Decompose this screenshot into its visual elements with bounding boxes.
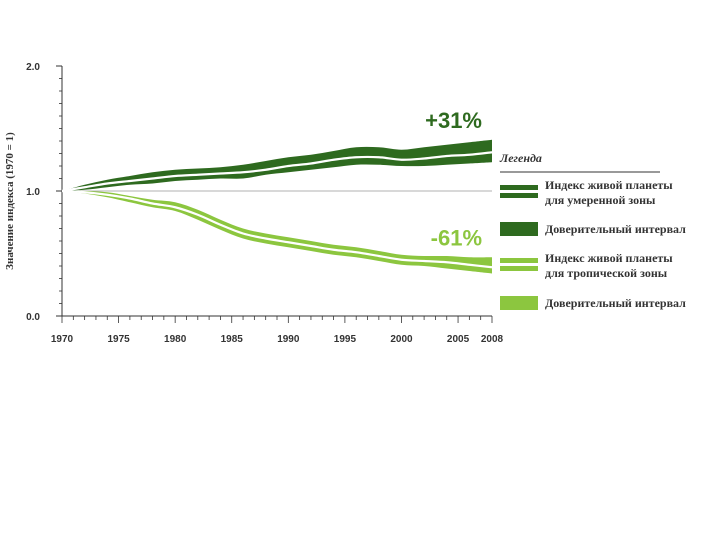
legend-item-3-label: Индекс живой планеты [545, 251, 673, 265]
x-tick-label: 2005 [447, 334, 470, 345]
y-axis-label: Значение индекса (1970 = 1) [4, 132, 16, 270]
x-tick-label: 1975 [107, 334, 130, 345]
legend-item-2-label: Доверительный интервал [545, 222, 686, 236]
index-line-temperate [61, 151, 493, 193]
legend-title: Легенда [499, 151, 542, 165]
ci-band-temperate [62, 139, 492, 191]
y-tick-label: 2.0 [26, 62, 40, 73]
x-tick-label: 1980 [164, 334, 187, 345]
legend-item-1-label: для умеренной зоны [545, 193, 656, 207]
legend-item-4-label: Доверительный интервал [545, 296, 686, 310]
legend-item-3-label: для тропической зоны [545, 266, 668, 280]
plot-area [61, 139, 493, 274]
annotations: +31% -61% [425, 108, 482, 251]
y-tick-label: 1.0 [26, 187, 40, 198]
index-line-tropical [61, 189, 493, 269]
legend-item-1-label: Индекс живой планеты [545, 178, 673, 192]
legend-item-3-swatch-top [500, 258, 538, 263]
legend-item-2-swatch [500, 222, 538, 236]
x-tick-label: 2008 [481, 334, 504, 345]
y-tick-label: 0.0 [26, 312, 40, 323]
axes: 0.0 1.0 2.0 1970 1975 1980 1985 1990 1995 2000 200… [4, 62, 504, 345]
x-tick-label: 1995 [334, 334, 357, 345]
legend-item-4-swatch [500, 296, 538, 310]
x-tick-label: 1990 [277, 334, 300, 345]
x-tick-label: 2000 [390, 334, 413, 345]
legend-item-1-swatch-bottom [500, 193, 538, 198]
legend-item-1-swatch-top [500, 185, 538, 190]
x-tick-label: 1985 [221, 334, 244, 345]
annotation-temperate: +31% [425, 108, 482, 133]
annotation-tropical: -61% [431, 225, 482, 250]
x-tick-label: 1970 [51, 334, 74, 345]
ci-band-tropical [62, 190, 492, 274]
legend-item-3-swatch-bottom [500, 266, 538, 271]
